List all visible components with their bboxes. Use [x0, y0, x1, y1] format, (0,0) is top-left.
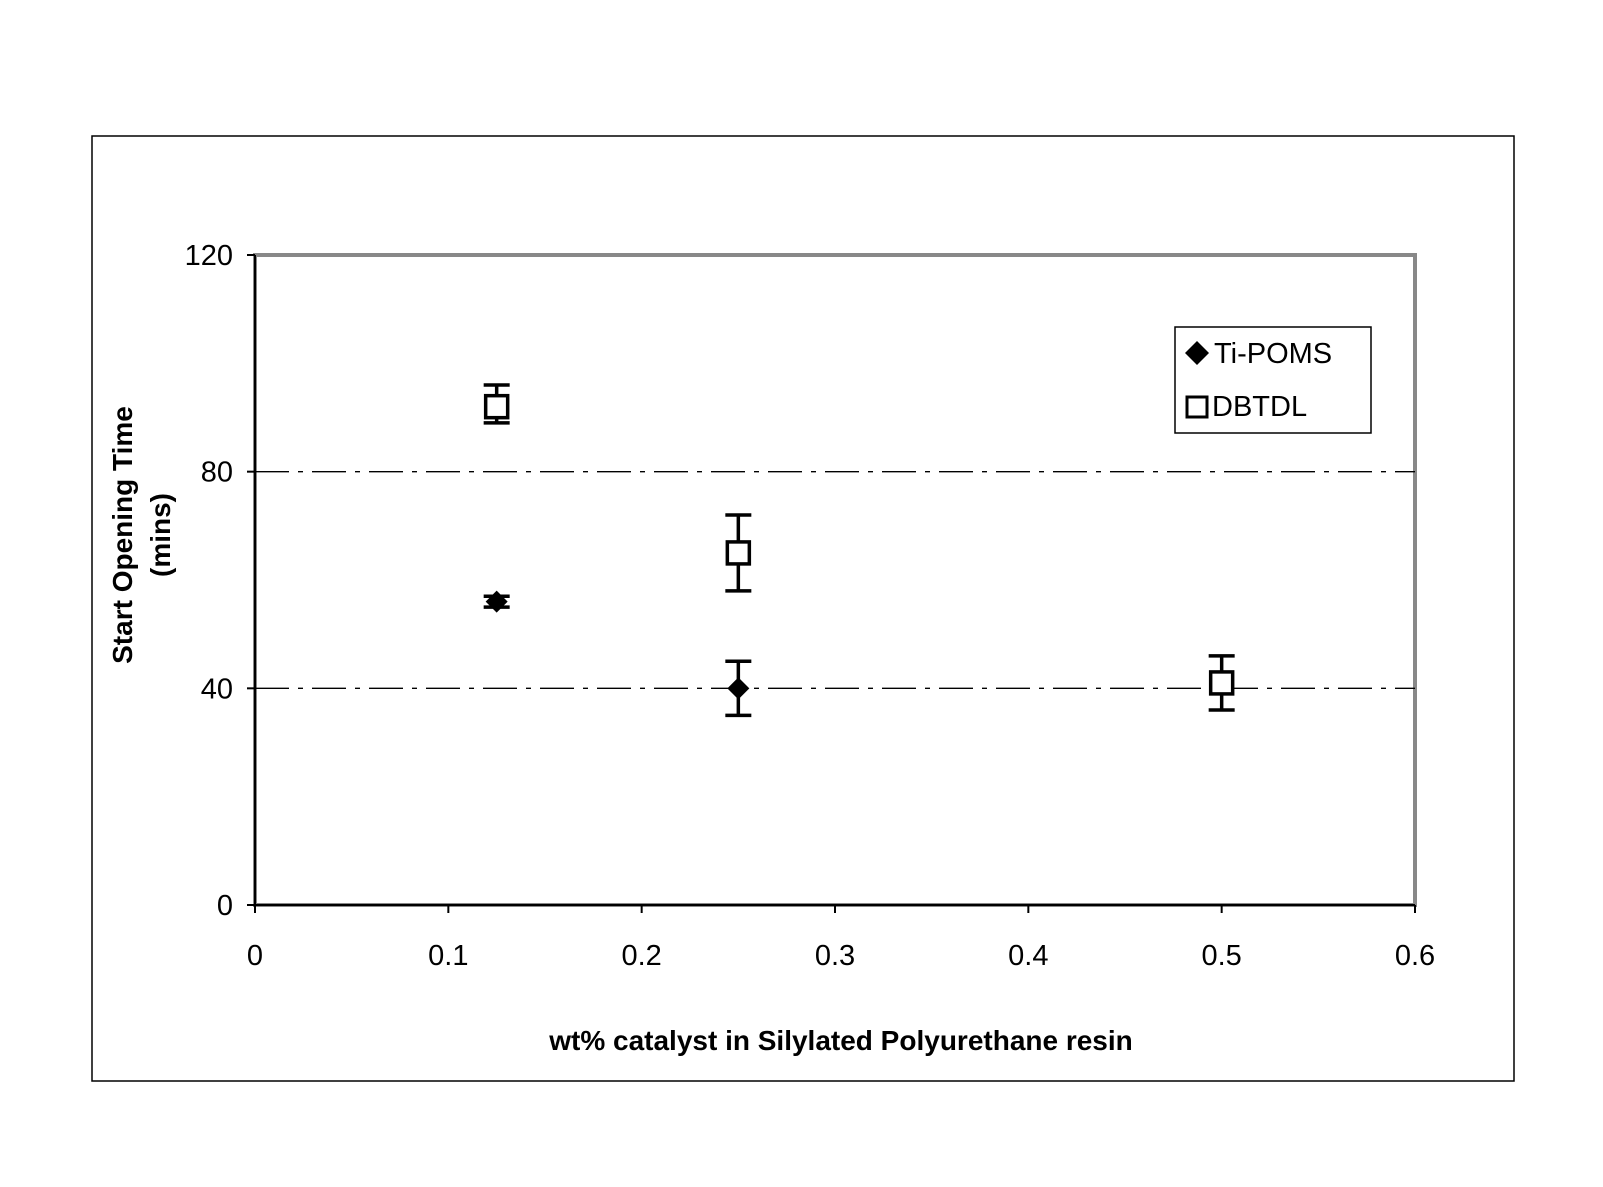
legend-label-dbtdl: DBTDL	[1212, 391, 1307, 423]
x-tick-label: 0.3	[815, 940, 855, 972]
x-tick-label: 0.6	[1395, 940, 1435, 972]
legend-label-ti-poms: Ti-POMS	[1214, 338, 1332, 370]
y-tick-label: 80	[201, 457, 233, 489]
legend: Ti-POMS DBTDL	[1175, 327, 1371, 433]
data-point-square	[727, 542, 749, 564]
data-point-square	[486, 396, 508, 418]
legend-square-icon	[1187, 397, 1207, 417]
x-tick-label: 0.1	[428, 940, 468, 972]
data-point-square	[1211, 672, 1233, 694]
x-tick-label: 0	[247, 940, 263, 972]
x-tick-label: 0.5	[1202, 940, 1242, 972]
y-axis-title-line2: (mins)	[145, 493, 176, 577]
y-tick-label: 120	[185, 240, 233, 272]
y-axis-title-line1: Start Opening Time	[107, 406, 138, 664]
y-tick-label: 0	[217, 890, 233, 922]
x-axis-title: wt% catalyst in Silylated Polyurethane r…	[548, 1025, 1133, 1056]
x-tick-label: 0.2	[622, 940, 662, 972]
x-tick-label: 0.4	[1008, 940, 1048, 972]
y-tick-label: 40	[201, 673, 233, 705]
